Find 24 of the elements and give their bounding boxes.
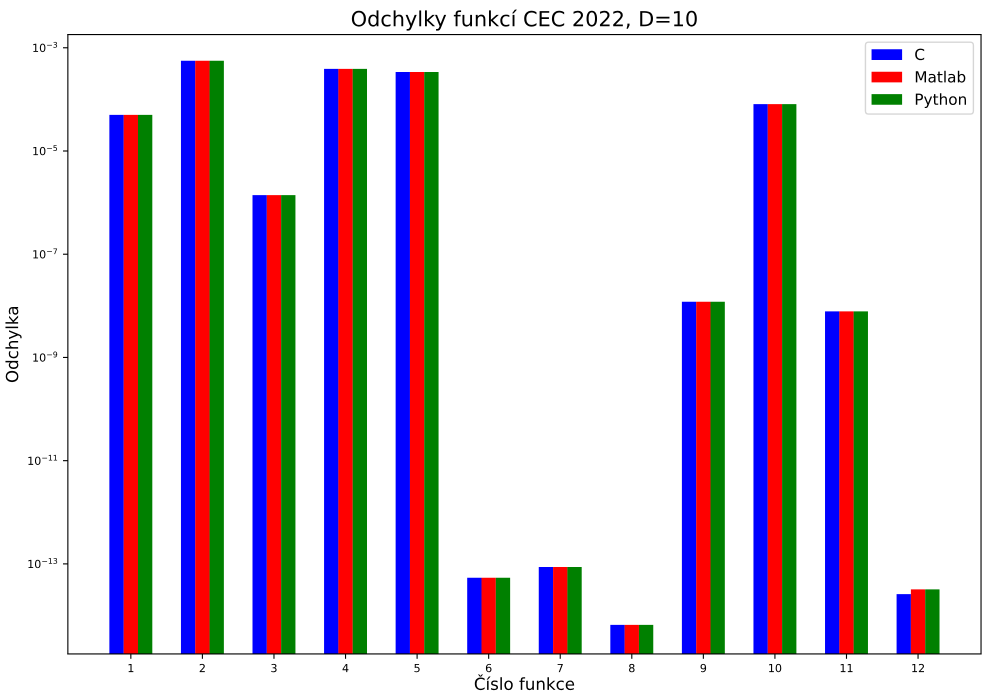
- y-tick-label: 10$^{−7}$: [33, 248, 58, 259]
- x-tick-label: 8: [629, 664, 635, 672]
- y-tick-label: 10$^{−13}$: [28, 558, 58, 568]
- y-axis-title: Odchylka: [5, 307, 22, 382]
- legend-label: Python: [916, 93, 966, 108]
- x-tick-label: 2: [200, 664, 205, 672]
- y-tick-label: 10$^{−3}$: [33, 42, 58, 52]
- x-tick-label: 1: [128, 664, 134, 672]
- y-tick-label: 10$^{−11}$: [28, 454, 58, 465]
- x-tick-label: 12: [912, 664, 924, 672]
- y-tick-label: 10$^{−9}$: [33, 352, 58, 362]
- x-tick-label: 4: [342, 664, 348, 672]
- x-tick-label: 6: [486, 664, 492, 672]
- x-tick-label: 11: [840, 664, 853, 672]
- y-tick-label: 10$^{−5}$: [33, 145, 58, 156]
- legend-label: C: [915, 48, 924, 60]
- chart-title: Odchylky funkcí CEC 2022, D=10: [352, 10, 697, 31]
- x-axis-title: Číslo funkce: [474, 674, 574, 690]
- x-tick-label: 3: [271, 664, 277, 672]
- x-tick-label: 7: [558, 664, 563, 672]
- x-tick-label: 5: [414, 664, 420, 672]
- x-tick-label: 10: [769, 664, 782, 672]
- legend-label: Matlab: [916, 70, 966, 83]
- x-tick-label: 9: [700, 664, 706, 672]
